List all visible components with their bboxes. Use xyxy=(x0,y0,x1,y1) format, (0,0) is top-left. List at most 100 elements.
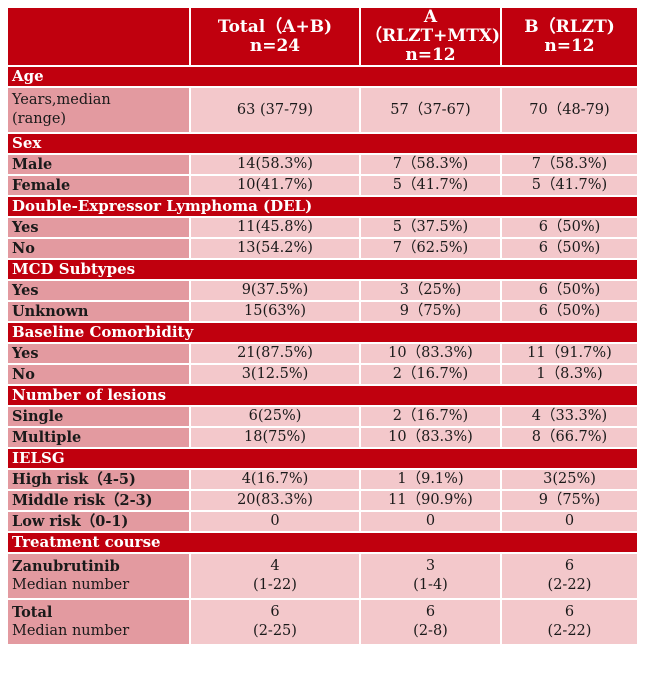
section-row-age: Age xyxy=(8,67,637,86)
section-title-treatment: Treatment course xyxy=(8,533,637,552)
cell-group-b: 6 (2-22) xyxy=(502,554,637,598)
cell-group-a: 3（25%) xyxy=(361,281,500,300)
cell-total-median: 4 xyxy=(270,558,280,574)
cell-group-a: 0 xyxy=(361,512,500,531)
cell-total-median: 6 xyxy=(270,604,280,620)
cell-group-a: 5（41.7%) xyxy=(361,176,500,195)
cell-group-b: 9（75%) xyxy=(502,491,637,510)
header-group-a: A（RLZT+MTX) n=12 xyxy=(361,8,500,65)
cell-group-b: 11（91.7%) xyxy=(502,344,637,363)
cell-group-a: 5（37.5%) xyxy=(361,218,500,237)
cell-total: 6(25%) xyxy=(191,407,359,426)
header-total-n: n=24 xyxy=(249,35,301,56)
table-row-age-years: Years,median (range) 63 (37-79) 57（37-67… xyxy=(8,88,637,132)
section-title-age: Age xyxy=(8,67,637,86)
cell-group-a: 3 (1-4) xyxy=(361,554,500,598)
section-title-lesions: Number of lesions xyxy=(8,386,637,405)
cell-total: 9(37.5%) xyxy=(191,281,359,300)
cell-group-a-median: 6 xyxy=(425,604,436,620)
row-label-total-course-line1: Total xyxy=(12,604,53,621)
cell-total: 10(41.7%) xyxy=(191,176,359,195)
cell-group-a-median: 3 xyxy=(425,558,436,574)
cell-total: 14(58.3%) xyxy=(191,155,359,174)
header-group-b-n: n=12 xyxy=(544,35,595,56)
section-row-sex: Sex xyxy=(8,134,637,153)
row-label-del-no: No xyxy=(8,239,189,258)
table-row-ielsg-high: High risk（4-5) 4(16.7%) 1（9.1%) 3(25%) xyxy=(8,470,637,489)
table-row-male: Male 14(58.3%) 7（58.3%) 7（58.3%) xyxy=(8,155,637,174)
row-label-lesions-multiple: Multiple xyxy=(8,428,189,447)
header-group-b: B（RLZT) n=12 xyxy=(502,8,637,65)
table-row-lesions-multiple: Multiple 18(75%) 10（83.3%) 8（66.7%) xyxy=(8,428,637,447)
row-label-age-years: Years,median (range) xyxy=(8,88,189,132)
cell-group-a: 57（37-67) xyxy=(361,88,500,132)
table-row-comorbidity-no: No 3(12.5%) 2（16.7%) 1（8.3%) xyxy=(8,365,637,384)
cell-total: 6 (2-25) xyxy=(191,600,359,644)
table-header-row: Total（A+B) n=24 A（RLZT+MTX) n=12 B（RLZT)… xyxy=(8,8,637,65)
cell-group-a: 7（58.3%) xyxy=(361,155,500,174)
header-empty-cell xyxy=(8,8,189,65)
cell-group-b: 3(25%) xyxy=(502,470,637,489)
cell-group-a-range: (2-8) xyxy=(413,623,448,639)
cell-group-b: 6（50%) xyxy=(502,239,637,258)
cell-group-b-median: 6 xyxy=(564,604,575,620)
cell-group-a-range: (1-4) xyxy=(413,577,448,593)
section-row-comorbidity: Baseline Comorbidity xyxy=(8,323,637,342)
baseline-characteristics-table-wrapper: Total（A+B) n=24 A（RLZT+MTX) n=12 B（RLZT)… xyxy=(6,6,637,646)
cell-total: 18(75%) xyxy=(191,428,359,447)
row-label-mcd-unknown: Unknown xyxy=(8,302,189,321)
row-label-comorbidity-no: No xyxy=(8,365,189,384)
cell-group-b: 1（8.3%) xyxy=(502,365,637,384)
cell-group-a: 7（62.5%) xyxy=(361,239,500,258)
cell-group-a: 2（16.7%) xyxy=(361,407,500,426)
table-row-mcd-unknown: Unknown 15(63%) 9（75%) 6（50%) xyxy=(8,302,637,321)
cell-total: 13(54.2%) xyxy=(191,239,359,258)
header-group-b-name: B（RLZT) xyxy=(524,16,615,37)
row-label-zanubrutinib: Zanubrutinib Median number xyxy=(8,554,189,598)
table-row-zanubrutinib: Zanubrutinib Median number 4 (1-22) 3 (1… xyxy=(8,554,637,598)
table-row-lesions-single: Single 6(25%) 2（16.7%) 4（33.3%) xyxy=(8,407,637,426)
cell-total: 20(83.3%) xyxy=(191,491,359,510)
cell-total: 3(12.5%) xyxy=(191,365,359,384)
cell-total: 21(87.5%) xyxy=(191,344,359,363)
row-label-del-yes: Yes xyxy=(8,218,189,237)
section-title-comorbidity: Baseline Comorbidity xyxy=(8,323,637,342)
section-title-del: Double-Expressor Lymphoma (DEL) xyxy=(8,197,637,216)
row-label-zanubrutinib-line2: Median number xyxy=(12,577,130,593)
cell-group-a: 11（90.9%) xyxy=(361,491,500,510)
table-row-ielsg-low: Low risk（0-1) 0 0 0 xyxy=(8,512,637,531)
cell-group-a: 10（83.3%) xyxy=(361,428,500,447)
row-label-age-years-line1: Years,median xyxy=(12,92,111,108)
cell-group-b: 8（66.7%) xyxy=(502,428,637,447)
cell-group-b: 7（58.3%) xyxy=(502,155,637,174)
section-row-ielsg: IELSG xyxy=(8,449,637,468)
cell-total-range: (1-22) xyxy=(253,577,297,593)
cell-group-a: 6 (2-8) xyxy=(361,600,500,644)
row-label-age-years-line2: (range) xyxy=(12,111,67,127)
header-group-a-n: n=12 xyxy=(405,45,456,65)
section-title-mcd: MCD Subtypes xyxy=(8,260,637,279)
header-group-a-name: A（RLZT+MTX) xyxy=(365,7,501,46)
row-label-zanubrutinib-line1: Zanubrutinib xyxy=(12,558,120,575)
section-row-mcd: MCD Subtypes xyxy=(8,260,637,279)
cell-group-b: 6（50%) xyxy=(502,281,637,300)
cell-group-b-median: 6 xyxy=(564,558,575,574)
row-label-male: Male xyxy=(8,155,189,174)
table-row-total-course: Total Median number 6 (2-25) 6 (2-8) 6 (… xyxy=(8,600,637,644)
cell-group-b: 70（48-79) xyxy=(502,88,637,132)
header-total: Total（A+B) n=24 xyxy=(191,8,359,65)
row-label-ielsg-low: Low risk（0-1) xyxy=(8,512,189,531)
row-label-female: Female xyxy=(8,176,189,195)
cell-group-b: 5（41.7%) xyxy=(502,176,637,195)
cell-total: 4(16.7%) xyxy=(191,470,359,489)
cell-total: 0 xyxy=(191,512,359,531)
row-label-total-course: Total Median number xyxy=(8,600,189,644)
cell-group-b-range: (2-22) xyxy=(547,623,592,639)
cell-group-a: 10（83.3%) xyxy=(361,344,500,363)
row-label-lesions-single: Single xyxy=(8,407,189,426)
cell-group-a: 9（75%) xyxy=(361,302,500,321)
cell-group-b-range: (2-22) xyxy=(547,577,592,593)
row-label-ielsg-middle: Middle risk（2-3) xyxy=(8,491,189,510)
cell-total: 11(45.8%) xyxy=(191,218,359,237)
table-row-del-yes: Yes 11(45.8%) 5（37.5%) 6（50%) xyxy=(8,218,637,237)
